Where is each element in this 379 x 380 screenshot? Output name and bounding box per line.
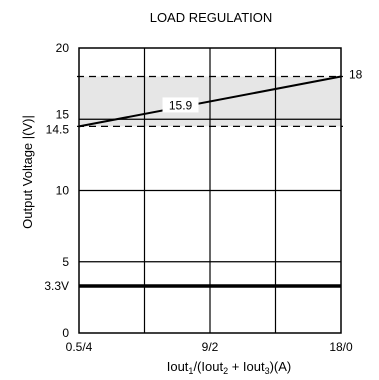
x-axis-label: Iout1/(Iout2 + Iout3)(A) [167, 359, 292, 376]
y-tick-label: 3.3V [44, 279, 69, 293]
x-tick-label: 18/0 [329, 340, 353, 354]
chart-title: LOAD REGULATION [150, 10, 273, 25]
annotation-label: 15.9 [169, 98, 193, 112]
y-tick-label: 10 [56, 184, 70, 198]
plot-area: 15.9 18 0 3.3V 5 10 14.515 20 0.5/4 9/2 18/0 [44, 41, 362, 354]
y-tick-label: 5 [62, 255, 69, 269]
x-tick-label: 0.5/4 [66, 340, 93, 354]
annotation-bg [162, 97, 199, 113]
y-tick-label: 15 [56, 107, 70, 121]
y-tick-label: 0 [62, 326, 69, 340]
y-tick-label: 20 [56, 41, 70, 55]
y-axis-label: Output Voltage |(V)| [20, 115, 35, 229]
x-tick-label: 9/2 [202, 340, 219, 354]
plot-frame [78, 47, 342, 334]
annotation-label: 18 [349, 68, 363, 82]
y-tick-label: 14.5 [46, 122, 70, 136]
series-line-output [78, 75, 342, 128]
